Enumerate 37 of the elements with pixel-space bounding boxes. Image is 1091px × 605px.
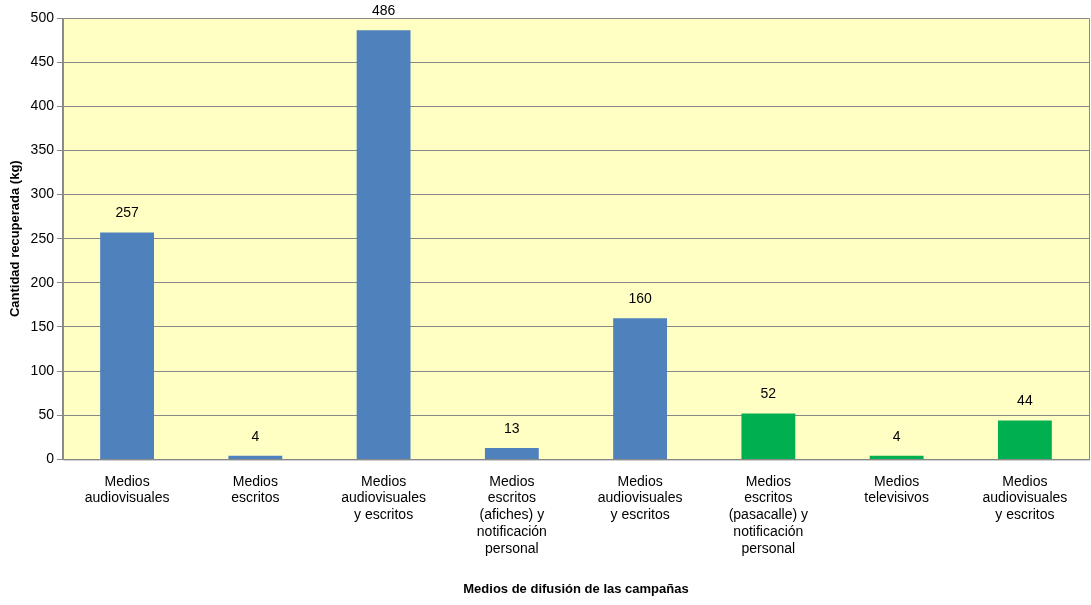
data-label: 160 xyxy=(628,290,652,307)
data-label: 486 xyxy=(371,2,396,19)
y-tick-label: 350 xyxy=(30,141,55,158)
y-tick-label: 150 xyxy=(30,317,55,334)
y-tick-label: 0 xyxy=(46,450,55,467)
bar xyxy=(228,455,283,459)
data-label: 44 xyxy=(1017,392,1033,409)
x-tick-label: Medios audiovisuales y escritos xyxy=(341,472,427,523)
x-tick-label: Medios escritos (pasacalle) y notificación personal xyxy=(728,472,809,556)
y-tick-label: 50 xyxy=(38,406,55,423)
bar xyxy=(997,420,1052,459)
x-tick-label: Medios escritos xyxy=(231,472,280,506)
y-tick-label: 300 xyxy=(30,185,55,202)
y-tick-label: 500 xyxy=(30,8,55,25)
x-tick-label: Medios audiovisuales y escritos xyxy=(597,472,683,523)
data-label: 4 xyxy=(892,427,901,444)
y-tick-label: 200 xyxy=(30,273,55,290)
x-tick-label: Medios escritos (afiches) y notificación personal xyxy=(476,472,547,556)
y-tick-label: 400 xyxy=(30,97,55,114)
y-axis-title: Cantidad recuperada (kg) xyxy=(7,160,23,318)
bar xyxy=(484,447,539,459)
data-label: 13 xyxy=(504,419,520,436)
x-tick-label: Medios audiovisuales xyxy=(84,472,170,506)
bar xyxy=(741,413,796,459)
bar xyxy=(613,318,668,459)
data-label: 52 xyxy=(760,385,777,402)
data-label: 4 xyxy=(251,427,260,444)
y-tick-label: 100 xyxy=(30,361,55,378)
y-tick-label: 450 xyxy=(30,53,55,69)
data-label: 257 xyxy=(115,204,139,221)
x-tick-label: Medios televisivos xyxy=(864,472,929,506)
bar xyxy=(869,455,924,459)
bar xyxy=(100,232,155,459)
x-tick-label: Medios audiovisuales y escritos xyxy=(982,472,1068,523)
bar xyxy=(356,30,411,459)
x-axis-title: Medios de difusión de las campañas xyxy=(463,580,689,596)
y-tick-label: 250 xyxy=(30,229,55,246)
